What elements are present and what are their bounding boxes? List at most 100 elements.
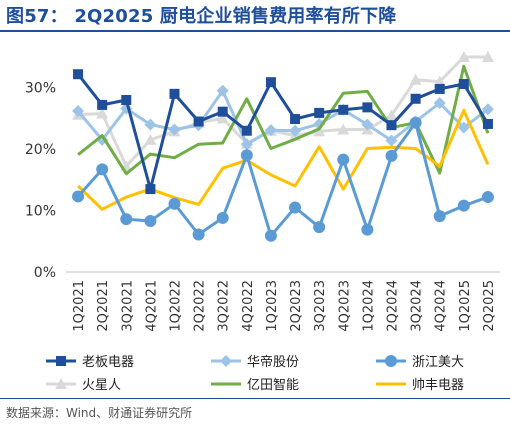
y-tick-label: 30% bbox=[25, 81, 56, 97]
data-point bbox=[386, 120, 397, 131]
y-axis: 0% 10% 20% 30% bbox=[25, 81, 56, 281]
x-tick-label: 3Q2021 bbox=[120, 280, 135, 332]
data-point bbox=[361, 118, 374, 131]
legend-item: 亿田智能 bbox=[211, 378, 299, 393]
legend-item: 火星人 bbox=[46, 378, 121, 393]
legend-marker bbox=[56, 356, 66, 366]
data-point bbox=[216, 112, 229, 124]
x-tick-label: 1Q2024 bbox=[361, 280, 376, 332]
data-point bbox=[144, 133, 157, 145]
data-point bbox=[338, 104, 349, 115]
data-point bbox=[144, 215, 157, 228]
series-line bbox=[77, 64, 490, 176]
x-tick-label: 3Q2023 bbox=[313, 280, 328, 332]
data-point bbox=[241, 125, 252, 136]
footer-rule bbox=[0, 398, 510, 399]
x-tick-label: 1Q2022 bbox=[169, 280, 184, 332]
x-tick-label: 1Q2023 bbox=[265, 280, 280, 332]
x-tick-label: 2Q2022 bbox=[193, 280, 208, 332]
series-2 bbox=[72, 84, 494, 151]
figure-title: 图57： 2Q2025 厨电企业销售费用率有所下降 bbox=[6, 6, 397, 27]
source-note: 数据来源：Wind、财通证券研究所 bbox=[6, 406, 193, 420]
data-point bbox=[481, 191, 494, 204]
data-point bbox=[240, 149, 253, 162]
data-point bbox=[168, 123, 181, 136]
data-point bbox=[193, 116, 204, 127]
data-point bbox=[362, 102, 373, 113]
data-point bbox=[120, 213, 133, 226]
y-tick-label: 0% bbox=[34, 265, 56, 281]
data-point bbox=[434, 83, 445, 94]
data-point bbox=[265, 77, 276, 88]
data-point bbox=[457, 51, 470, 62]
data-point bbox=[264, 124, 277, 137]
legend-item: 帅丰电器 bbox=[376, 378, 464, 393]
data-point bbox=[192, 228, 205, 241]
data-point bbox=[409, 73, 422, 85]
legend-marker bbox=[55, 378, 67, 389]
data-point bbox=[313, 221, 326, 234]
x-axis: 1Q2021 2Q2021 3Q2021 4Q2021 1Q2022 2Q2022 3Q20… bbox=[66, 271, 500, 332]
x-tick-label: 4Q2021 bbox=[144, 280, 159, 332]
data-point bbox=[240, 138, 253, 151]
x-tick-label: 2Q2024 bbox=[386, 280, 401, 332]
legend-marker bbox=[385, 355, 397, 367]
data-point bbox=[168, 197, 181, 210]
data-point bbox=[290, 114, 301, 125]
data-point bbox=[337, 123, 350, 135]
data-point bbox=[72, 190, 85, 203]
data-point bbox=[482, 118, 493, 129]
data-point bbox=[216, 211, 229, 224]
data-point bbox=[314, 107, 325, 118]
data-point bbox=[216, 84, 229, 97]
data-point bbox=[73, 69, 84, 80]
legend-item: 华帝股份 bbox=[211, 354, 299, 370]
legend-label: 火星人 bbox=[82, 378, 121, 393]
data-point bbox=[385, 109, 398, 121]
data-point bbox=[457, 199, 470, 212]
data-point bbox=[97, 99, 108, 110]
data-point bbox=[217, 106, 228, 117]
series-lines bbox=[72, 51, 494, 242]
x-tick-label: 2Q2021 bbox=[96, 280, 111, 332]
data-point bbox=[96, 163, 109, 176]
x-tick-label: 3Q2022 bbox=[217, 280, 232, 332]
data-point bbox=[264, 229, 277, 242]
series-1 bbox=[73, 69, 493, 195]
data-point bbox=[458, 79, 469, 90]
data-point bbox=[144, 118, 157, 131]
data-point bbox=[433, 75, 446, 87]
data-point bbox=[385, 134, 398, 147]
data-point bbox=[385, 149, 398, 162]
data-point bbox=[72, 105, 85, 118]
x-tick-label: 1Q2021 bbox=[72, 280, 87, 332]
x-tick-label: 4Q2023 bbox=[337, 280, 352, 332]
x-tick-label: 4Q2024 bbox=[434, 280, 449, 332]
legend-item: 老板电器 bbox=[46, 355, 134, 370]
data-point bbox=[313, 125, 326, 137]
x-tick-label: 2Q2025 bbox=[482, 280, 497, 332]
legend-label: 老板电器 bbox=[82, 355, 134, 370]
x-tick-label: 2Q2023 bbox=[289, 280, 304, 332]
data-point bbox=[361, 223, 374, 236]
data-point bbox=[433, 97, 446, 110]
series-3 bbox=[72, 116, 494, 242]
title-rule bbox=[0, 30, 510, 32]
data-point bbox=[433, 210, 446, 223]
data-point bbox=[289, 124, 302, 137]
series-5 bbox=[77, 64, 490, 176]
data-point bbox=[409, 116, 422, 129]
x-tick-label: 3Q2024 bbox=[410, 280, 425, 332]
legend-label: 华帝股份 bbox=[247, 354, 299, 370]
data-point bbox=[289, 201, 302, 214]
data-point bbox=[169, 88, 180, 99]
legend-label: 浙江美大 bbox=[412, 355, 464, 370]
legend-label: 亿田智能 bbox=[247, 378, 299, 393]
data-point bbox=[410, 93, 421, 104]
data-point bbox=[121, 95, 132, 105]
data-point bbox=[481, 51, 494, 62]
data-point bbox=[457, 121, 470, 134]
